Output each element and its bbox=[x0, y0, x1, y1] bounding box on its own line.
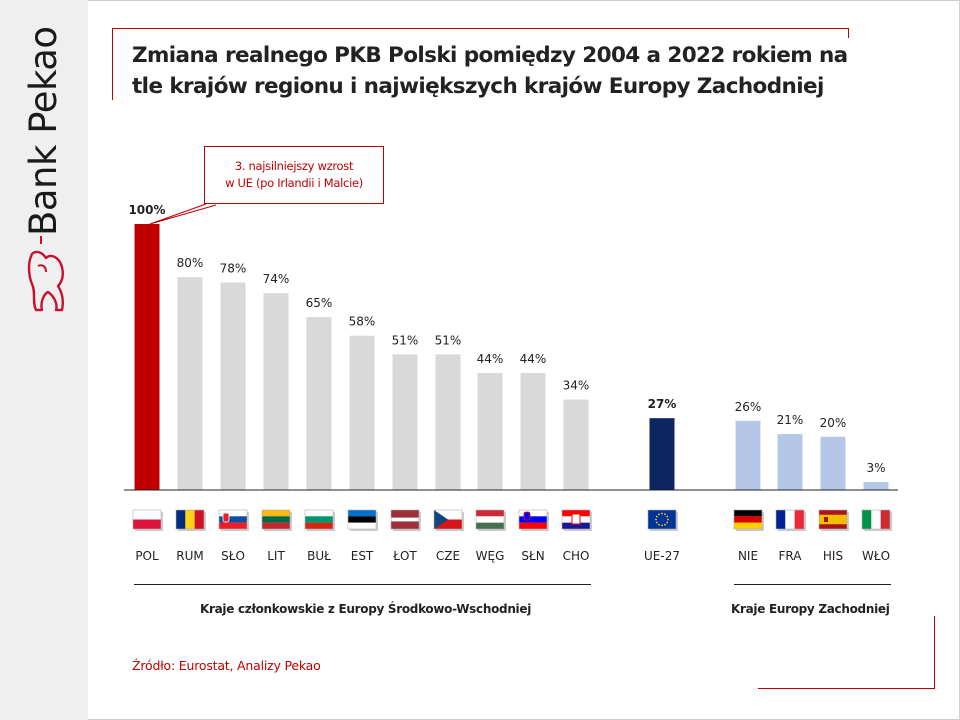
flag-icon-WŁO bbox=[861, 509, 892, 531]
category-label-BUŁ: BUŁ bbox=[307, 549, 331, 563]
value-label-WĘG: 44% bbox=[477, 352, 504, 366]
flag-icon-ŁOT bbox=[390, 509, 421, 531]
category-label-WŁO: WŁO bbox=[862, 549, 890, 563]
flag-icon-HIS bbox=[818, 509, 849, 531]
group-label-west: Kraje Europy Zachodniej bbox=[731, 602, 890, 616]
chart-title: Zmiana realnego PKB Polski pomiędzy 2004… bbox=[132, 43, 848, 99]
category-label-CZE: CZE bbox=[436, 549, 460, 563]
value-label-RUM: 80% bbox=[177, 256, 204, 270]
bar-LIT bbox=[263, 293, 289, 490]
value-label-FRA: 21% bbox=[777, 413, 804, 427]
flags-layer: POL RUM SŁO LIT BUŁ EST ŁOT CZE WĘG SŁN CHO UE-27 NI… bbox=[132, 509, 892, 563]
bar-BUŁ bbox=[306, 317, 332, 490]
bar-RUM bbox=[177, 277, 203, 490]
flag-icon-NIE bbox=[733, 509, 764, 531]
bar-SŁN bbox=[520, 372, 546, 490]
value-label-CZE: 51% bbox=[435, 333, 462, 347]
value-label-EST: 58% bbox=[349, 315, 376, 329]
callout-line-1: 3. najsilniejszy wzrost bbox=[234, 159, 354, 173]
value-label-BUŁ: 65% bbox=[306, 296, 333, 310]
flag-icon-SŁN bbox=[518, 509, 549, 531]
category-label-ŁOT: ŁOT bbox=[392, 549, 417, 563]
group-line-west bbox=[734, 584, 891, 585]
flag-icon-RUM bbox=[175, 509, 206, 531]
value-label-UE-27: 27% bbox=[648, 397, 677, 411]
bar-HIS bbox=[820, 436, 846, 490]
bar-SŁO bbox=[220, 282, 246, 490]
bar-FRA bbox=[777, 434, 803, 490]
bar-WŁO bbox=[863, 482, 889, 490]
title-decoration-top bbox=[112, 28, 848, 29]
bar-CHO bbox=[563, 399, 589, 490]
bars-layer: 100% 80% 78% 74% 65% 58% 51% 51% 44% 44% 34% 27% 26%… bbox=[128, 203, 889, 490]
category-label-RUM: RUM bbox=[176, 549, 203, 563]
bar-EST bbox=[349, 335, 375, 490]
bar-CZE bbox=[435, 354, 461, 490]
corner-decoration-horizontal bbox=[758, 688, 935, 689]
flag-icon-SŁO bbox=[218, 509, 249, 531]
bar-UE-27 bbox=[649, 418, 675, 490]
flag-icon-EST bbox=[347, 509, 378, 531]
callout-pointer bbox=[149, 203, 217, 225]
corner-decoration-vertical bbox=[934, 616, 935, 688]
category-label-FRA: FRA bbox=[779, 549, 803, 563]
bar-WĘG bbox=[477, 372, 503, 490]
value-label-NIE: 26% bbox=[735, 400, 762, 414]
value-label-WŁO: 3% bbox=[866, 461, 885, 475]
callout-line-2: w UE (po Irlandii i Malcie) bbox=[225, 176, 363, 190]
flag-icon-FRA bbox=[775, 509, 806, 531]
flag-icon-WĘG bbox=[475, 509, 506, 531]
category-label-POL: POL bbox=[135, 549, 159, 563]
group-label-cee: Kraje członkowskie z Europy Środkowo-Wsc… bbox=[200, 602, 532, 616]
flag-icon-LIT bbox=[261, 509, 292, 531]
bar-POL bbox=[134, 224, 160, 490]
brand-divider bbox=[40, 236, 42, 244]
flag-icon-UE-27 bbox=[647, 509, 678, 531]
title-decoration-right bbox=[848, 28, 849, 38]
value-label-CHO: 34% bbox=[563, 379, 590, 393]
value-label-HIS: 20% bbox=[820, 416, 847, 430]
category-label-UE-27: UE-27 bbox=[644, 549, 680, 563]
flag-icon-CHO bbox=[561, 509, 592, 531]
bar-NIE bbox=[735, 420, 761, 490]
value-label-SŁO: 78% bbox=[220, 262, 247, 276]
category-label-SŁO: SŁO bbox=[221, 549, 245, 563]
flag-icon-BUŁ bbox=[304, 509, 335, 531]
flag-icon-CZE bbox=[433, 509, 464, 531]
category-label-LIT: LIT bbox=[267, 549, 285, 563]
value-label-POL: 100% bbox=[128, 203, 165, 217]
bar-ŁOT bbox=[392, 354, 418, 490]
category-label-HIS: HIS bbox=[823, 549, 843, 563]
bison-logo-icon bbox=[27, 250, 64, 312]
category-label-NIE: NIE bbox=[738, 549, 758, 563]
sidebar: Bank Pekao bbox=[0, 0, 88, 720]
value-label-ŁOT: 51% bbox=[392, 333, 419, 347]
category-label-WĘG: WĘG bbox=[476, 549, 505, 563]
title-decoration-left bbox=[112, 28, 113, 100]
value-label-SŁN: 44% bbox=[520, 352, 547, 366]
category-label-SŁN: SŁN bbox=[521, 549, 544, 563]
category-label-EST: EST bbox=[351, 549, 374, 563]
flag-icon-POL bbox=[132, 509, 163, 531]
category-label-CHO: CHO bbox=[563, 549, 590, 563]
value-label-LIT: 74% bbox=[263, 272, 290, 286]
source-note: Źródło: Eurostat, Analizy Pekao bbox=[132, 658, 321, 673]
group-line-cee bbox=[134, 584, 591, 585]
callout-box: 3. najsilniejszy wzrost w UE (po Irlandi… bbox=[204, 146, 384, 204]
